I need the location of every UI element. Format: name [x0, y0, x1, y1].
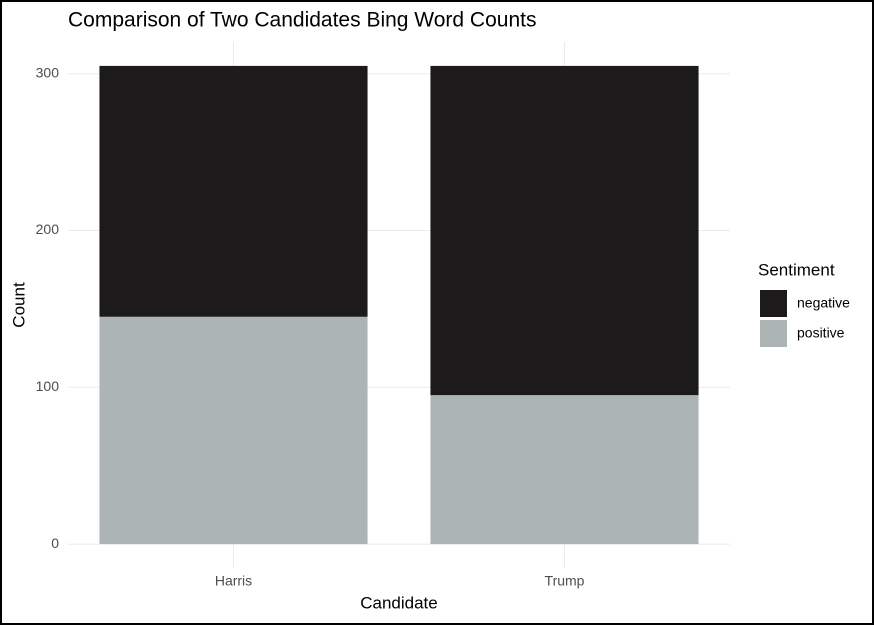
bar-segment [99, 316, 368, 545]
y-tick-label: 0 [51, 535, 59, 551]
bar-segment [430, 395, 699, 545]
x-tick-label: Trump [545, 573, 585, 589]
bar-segment [99, 65, 368, 317]
y-axis-label: Count [9, 282, 28, 328]
x-axis-label: Candidate [360, 593, 438, 612]
legend-label: negative [797, 295, 850, 311]
y-tick-label: 200 [36, 221, 60, 237]
x-tick-label: Harris [215, 573, 252, 589]
legend-swatch [760, 320, 787, 347]
legend-label: positive [797, 325, 845, 341]
chart-title: Comparison of Two Candidates Bing Word C… [68, 9, 536, 32]
legend-title: Sentiment [758, 260, 835, 279]
legend-swatch [760, 290, 787, 317]
y-tick-label: 100 [36, 378, 60, 394]
bar-segment [430, 65, 699, 396]
y-tick-label: 300 [36, 64, 60, 80]
